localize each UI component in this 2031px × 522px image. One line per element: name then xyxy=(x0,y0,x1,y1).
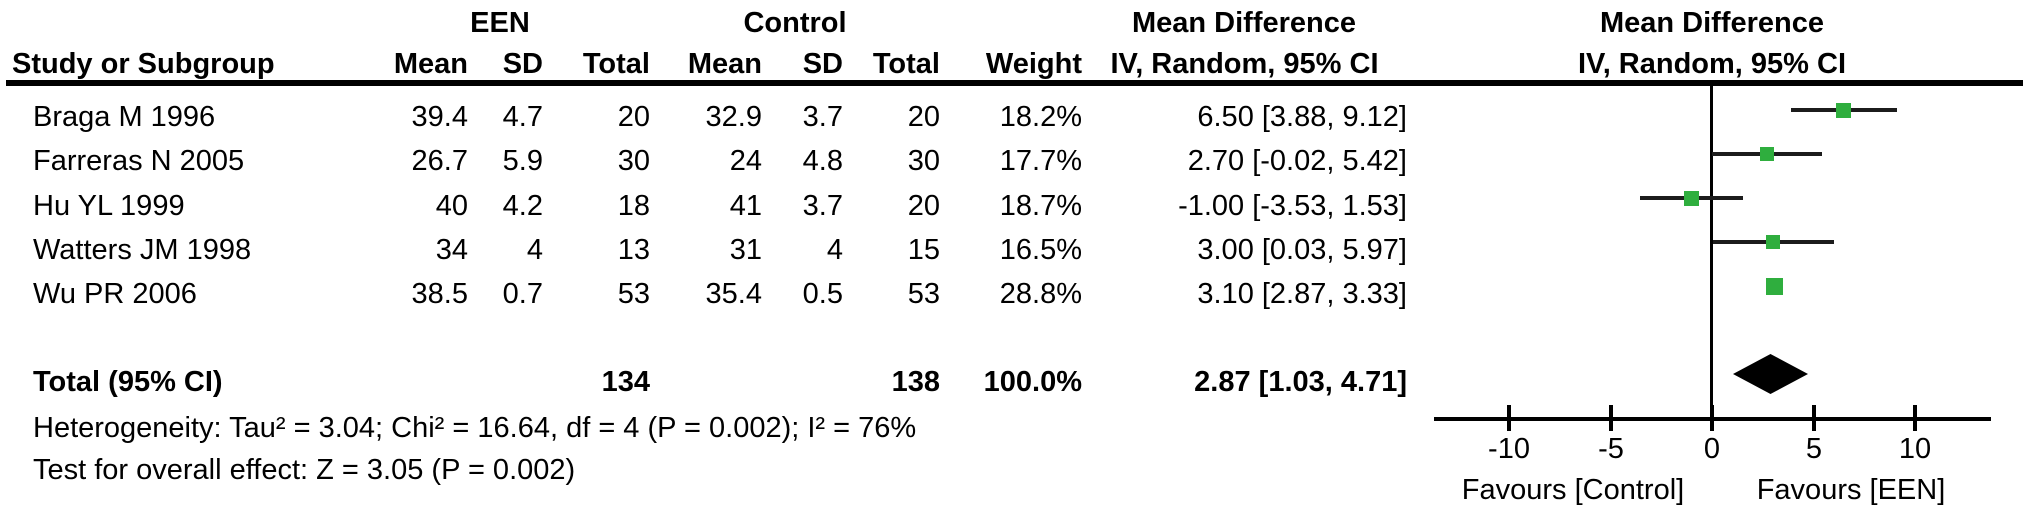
axis-tick-label: -5 xyxy=(1598,433,1624,465)
ctrl-mean: 32.9 xyxy=(705,101,762,133)
een-sd: 0.7 xyxy=(502,278,543,310)
ctrl-total: 15 xyxy=(907,234,940,266)
table-row: Braga M 1996 39.4 4.7 20 32.9 3.7 20 18.2% 6.50 … xyxy=(0,100,1407,134)
ctrl-mean: 24 xyxy=(729,145,762,177)
ctrl-sd: 4 xyxy=(826,234,843,266)
axis-tick xyxy=(1913,405,1917,431)
een-mean: 38.5 xyxy=(411,278,468,310)
header-control-total: Total xyxy=(872,48,940,80)
een-mean: 40 xyxy=(435,190,468,222)
effect-ci: 2.70 [-0.02, 5.42] xyxy=(1187,145,1407,177)
een-total: 13 xyxy=(617,234,650,266)
effect-square-marker xyxy=(1760,147,1774,161)
ctrl-mean: 41 xyxy=(729,190,762,222)
study-name: Watters JM 1998 xyxy=(33,234,252,266)
plot-subtitle: IV, Random, 95% CI xyxy=(1577,48,1847,80)
total-control-n: 138 xyxy=(891,366,940,398)
een-total: 18 xyxy=(617,190,650,222)
axis-tick xyxy=(1609,405,1613,431)
axis-tick-label: 10 xyxy=(1898,433,1932,465)
study-name: Hu YL 1999 xyxy=(33,190,185,222)
total-een-n: 134 xyxy=(601,366,650,398)
effect-square-marker xyxy=(1766,235,1780,249)
table-row: Hu YL 1999 40 4.2 18 41 3.7 20 18.7% -1.00 [-3.5… xyxy=(0,189,1407,223)
weight: 18.2% xyxy=(999,101,1082,133)
ctrl-sd: 3.7 xyxy=(802,190,843,222)
een-total: 20 xyxy=(617,101,650,133)
total-row: Total (95% CI) 134 138 100.0% 2.87 [1.03… xyxy=(0,365,1407,399)
ctrl-total: 20 xyxy=(907,190,940,222)
plot-title: Mean Difference xyxy=(1599,7,1824,39)
ctrl-total: 53 xyxy=(907,278,940,310)
total-effect-ci: 2.87 [1.03, 4.71] xyxy=(1194,366,1407,398)
een-sd: 4 xyxy=(526,234,543,266)
axis-tick xyxy=(1507,405,1511,431)
overall-effect-note: Test for overall effect: Z = 3.05 (P = 0… xyxy=(33,454,576,486)
effect-ci: 3.10 [2.87, 3.33] xyxy=(1197,278,1407,310)
total-label: Total (95% CI) xyxy=(33,366,223,398)
weight: 17.7% xyxy=(999,145,1082,177)
ctrl-total: 30 xyxy=(907,145,940,177)
header-study: Study or Subgroup xyxy=(12,48,275,80)
favours-right-label: Favours [EEN] xyxy=(1756,474,1946,506)
axis-tick xyxy=(1710,405,1714,431)
effect-square-marker xyxy=(1766,278,1783,295)
een-total: 53 xyxy=(617,278,650,310)
header-control-sd: SD xyxy=(802,48,843,80)
study-name: Braga M 1996 xyxy=(33,101,216,133)
header-een-total: Total xyxy=(582,48,650,80)
effect-column-title: Mean Difference xyxy=(1131,7,1356,39)
heterogeneity-note: Heterogeneity: Tau² = 3.04; Chi² = 16.64… xyxy=(33,412,917,444)
ctrl-mean: 35.4 xyxy=(705,278,762,310)
weight: 18.7% xyxy=(999,190,1082,222)
een-mean: 34 xyxy=(435,234,468,266)
header-een-sd: SD xyxy=(502,48,543,80)
group-header-control: Control xyxy=(743,7,847,39)
weight: 16.5% xyxy=(999,234,1082,266)
header-een-mean: Mean xyxy=(393,48,468,80)
column-header-row: Study or Subgroup Mean SD Total Mean SD … xyxy=(0,47,1407,81)
favours-left-label: Favours [Control] xyxy=(1461,474,1685,506)
een-mean: 26.7 xyxy=(411,145,468,177)
study-name: Wu PR 2006 xyxy=(33,278,197,310)
effect-ci: -1.00 [-3.53, 1.53] xyxy=(1178,190,1407,222)
effect-square-marker xyxy=(1684,191,1699,206)
axis-tick-label: 5 xyxy=(1805,433,1823,465)
zero-line xyxy=(1710,86,1713,419)
een-sd: 4.7 xyxy=(502,101,543,133)
een-sd: 5.9 xyxy=(502,145,543,177)
axis-tick-label: 0 xyxy=(1703,433,1721,465)
ctrl-sd: 4.8 xyxy=(802,145,843,177)
effect-square-marker xyxy=(1836,103,1851,118)
study-name: Farreras N 2005 xyxy=(33,145,245,177)
group-header-een: EEN xyxy=(470,7,530,39)
ctrl-sd: 0.5 xyxy=(802,278,843,310)
summary-diamond xyxy=(1733,354,1808,394)
een-total: 30 xyxy=(617,145,650,177)
table-row: Wu PR 2006 38.5 0.7 53 35.4 0.5 53 28.8% 3.10 [2… xyxy=(0,277,1407,311)
weight: 28.8% xyxy=(999,278,1082,310)
effect-ci: 3.00 [0.03, 5.97] xyxy=(1197,234,1407,266)
een-sd: 4.2 xyxy=(502,190,543,222)
header-effect-ci: IV, Random, 95% CI xyxy=(1110,48,1379,80)
header-control-mean: Mean xyxy=(687,48,762,80)
axis-tick-label: -10 xyxy=(1488,433,1530,465)
een-mean: 39.4 xyxy=(411,101,468,133)
axis-tick xyxy=(1812,405,1816,431)
header-rule xyxy=(6,80,2023,86)
effect-ci: 6.50 [3.88, 9.12] xyxy=(1197,101,1407,133)
ctrl-total: 20 xyxy=(907,101,940,133)
table-row: Watters JM 1998 34 4 13 31 4 15 16.5% 3.00 [0.03… xyxy=(0,233,1407,267)
ctrl-mean: 31 xyxy=(729,234,762,266)
total-weight: 100.0% xyxy=(983,366,1082,398)
header-weight: Weight xyxy=(985,48,1082,80)
ctrl-sd: 3.7 xyxy=(802,101,843,133)
table-row: Farreras N 2005 26.7 5.9 30 24 4.8 30 17.7% 2.70… xyxy=(0,144,1407,178)
